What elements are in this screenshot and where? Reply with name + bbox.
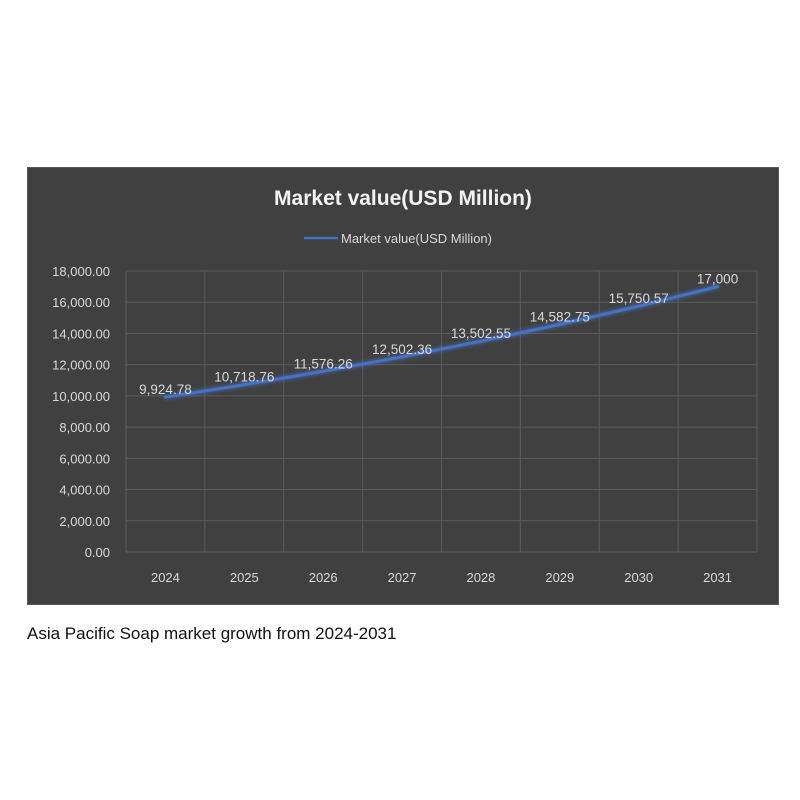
data-label: 15,750.57 xyxy=(609,291,669,306)
x-tick-label: 2027 xyxy=(388,570,417,585)
data-point xyxy=(479,339,483,343)
data-label: 17,000 xyxy=(697,272,738,287)
x-tick-label: 2029 xyxy=(545,570,574,585)
y-tick-label: 14,000.00 xyxy=(52,326,110,341)
data-point xyxy=(400,355,404,359)
y-tick-label: 8,000.00 xyxy=(59,420,110,435)
data-label: 10,718.76 xyxy=(214,370,274,385)
data-point xyxy=(558,322,562,326)
data-point xyxy=(242,383,246,387)
gridlines xyxy=(125,270,758,553)
legend-label: Market value(USD Million) xyxy=(341,231,492,246)
y-tick-label: 18,000.00 xyxy=(52,264,110,279)
y-tick-label: 10,000.00 xyxy=(52,389,110,404)
data-label: 14,582.75 xyxy=(530,309,590,324)
y-tick-label: 16,000.00 xyxy=(52,295,110,310)
x-tick-label: 2024 xyxy=(151,570,180,585)
chart-title: Market value(USD Million) xyxy=(274,187,532,210)
x-tick-label: 2030 xyxy=(624,570,653,585)
data-labels: 9,924.78 10,718.76 11,576.26 12,502.36 13,50… xyxy=(139,272,738,397)
data-point xyxy=(321,369,325,373)
x-tick-label: 2026 xyxy=(309,570,338,585)
y-tick-label: 2,000.00 xyxy=(59,514,110,529)
y-tick-label: 0.00 xyxy=(85,545,110,560)
data-point xyxy=(716,285,720,289)
data-label: 12,502.36 xyxy=(372,342,432,357)
figure-caption: Asia Pacific Soap market growth from 202… xyxy=(27,624,397,643)
data-label: 9,924.78 xyxy=(139,382,192,397)
line-chart: Market value(USD Million) Market value(U… xyxy=(52,187,758,585)
data-point xyxy=(637,304,641,308)
x-tick-label: 2028 xyxy=(466,570,495,585)
y-tick-label: 4,000.00 xyxy=(59,483,110,498)
legend: Market value(USD Million) xyxy=(304,231,492,246)
x-axis-ticks: 2024 2025 2026 2027 2028 2029 2030 2031 xyxy=(151,570,732,585)
y-tick-label: 12,000.00 xyxy=(52,358,110,373)
x-tick-label: 2031 xyxy=(703,570,732,585)
data-label: 11,576.26 xyxy=(294,356,353,371)
data-label: 13,502.55 xyxy=(451,326,511,341)
y-tick-label: 6,000.00 xyxy=(59,451,110,466)
x-tick-label: 2025 xyxy=(230,570,259,585)
data-point xyxy=(163,395,167,399)
chart-panel: Market value(USD Million) Market value(U… xyxy=(27,167,779,605)
y-axis-ticks: 0.00 2,000.00 4,000.00 6,000.00 8,000.00 10,0… xyxy=(52,264,110,560)
series-line-layer xyxy=(163,285,720,399)
